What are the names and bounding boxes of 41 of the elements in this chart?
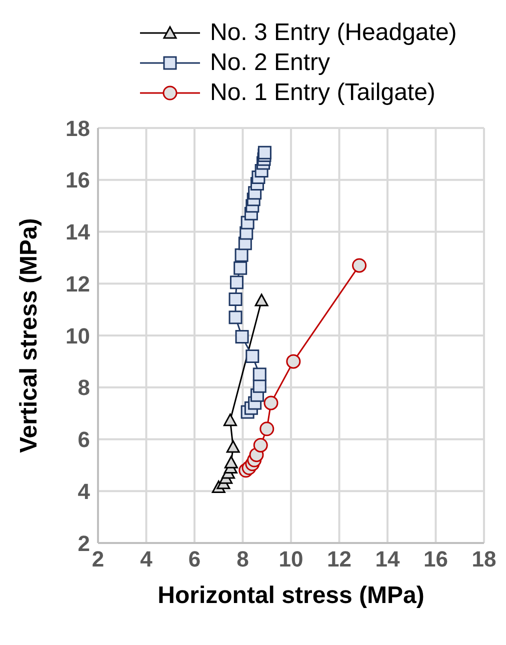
legend-label: No. 3 Entry (Headgate) (210, 19, 457, 47)
y-tick-label: 18 (66, 116, 90, 141)
x-tick-label: 4 (140, 546, 154, 572)
point (228, 310, 242, 324)
x-tick-label: 14 (375, 546, 400, 572)
y-tick-label: 16 (66, 168, 90, 193)
x-tick-label: 6 (188, 546, 201, 572)
x-axis-title: Horizontal stress (MPa) (158, 582, 424, 609)
x-tick-label: 12 (327, 546, 352, 572)
legend-label: No. 2 Entry (210, 49, 330, 77)
point (264, 396, 278, 410)
point (254, 294, 268, 306)
y-tick-label: 12 (66, 271, 90, 296)
point (230, 276, 244, 290)
x-tick-label: 10 (278, 546, 304, 572)
point (252, 379, 266, 393)
x-tick-label: 16 (424, 546, 448, 572)
point (224, 456, 238, 468)
point (223, 414, 237, 426)
y-axis-title: Vertical stress (MPa) (16, 218, 43, 453)
point (252, 368, 266, 382)
point (235, 330, 249, 344)
point (234, 261, 248, 275)
point (258, 146, 272, 160)
y-tick-label: 2 (78, 530, 90, 556)
point (246, 350, 260, 363)
point (228, 292, 242, 306)
point (253, 438, 268, 452)
x-tick-label: 18 (472, 546, 496, 572)
y-tick-label: 4 (78, 478, 91, 504)
y-tick-label: 10 (66, 323, 90, 348)
y-tick-label: 8 (78, 375, 90, 400)
y-tick-label: 14 (66, 220, 91, 245)
point (226, 440, 240, 453)
legend-label: No. 1 Entry (Tailgate) (210, 79, 436, 107)
point (286, 354, 301, 369)
point (234, 248, 248, 262)
point (352, 258, 367, 273)
x-tick-label: 8 (236, 546, 249, 572)
point (260, 422, 274, 436)
y-tick-label: 6 (78, 427, 90, 452)
